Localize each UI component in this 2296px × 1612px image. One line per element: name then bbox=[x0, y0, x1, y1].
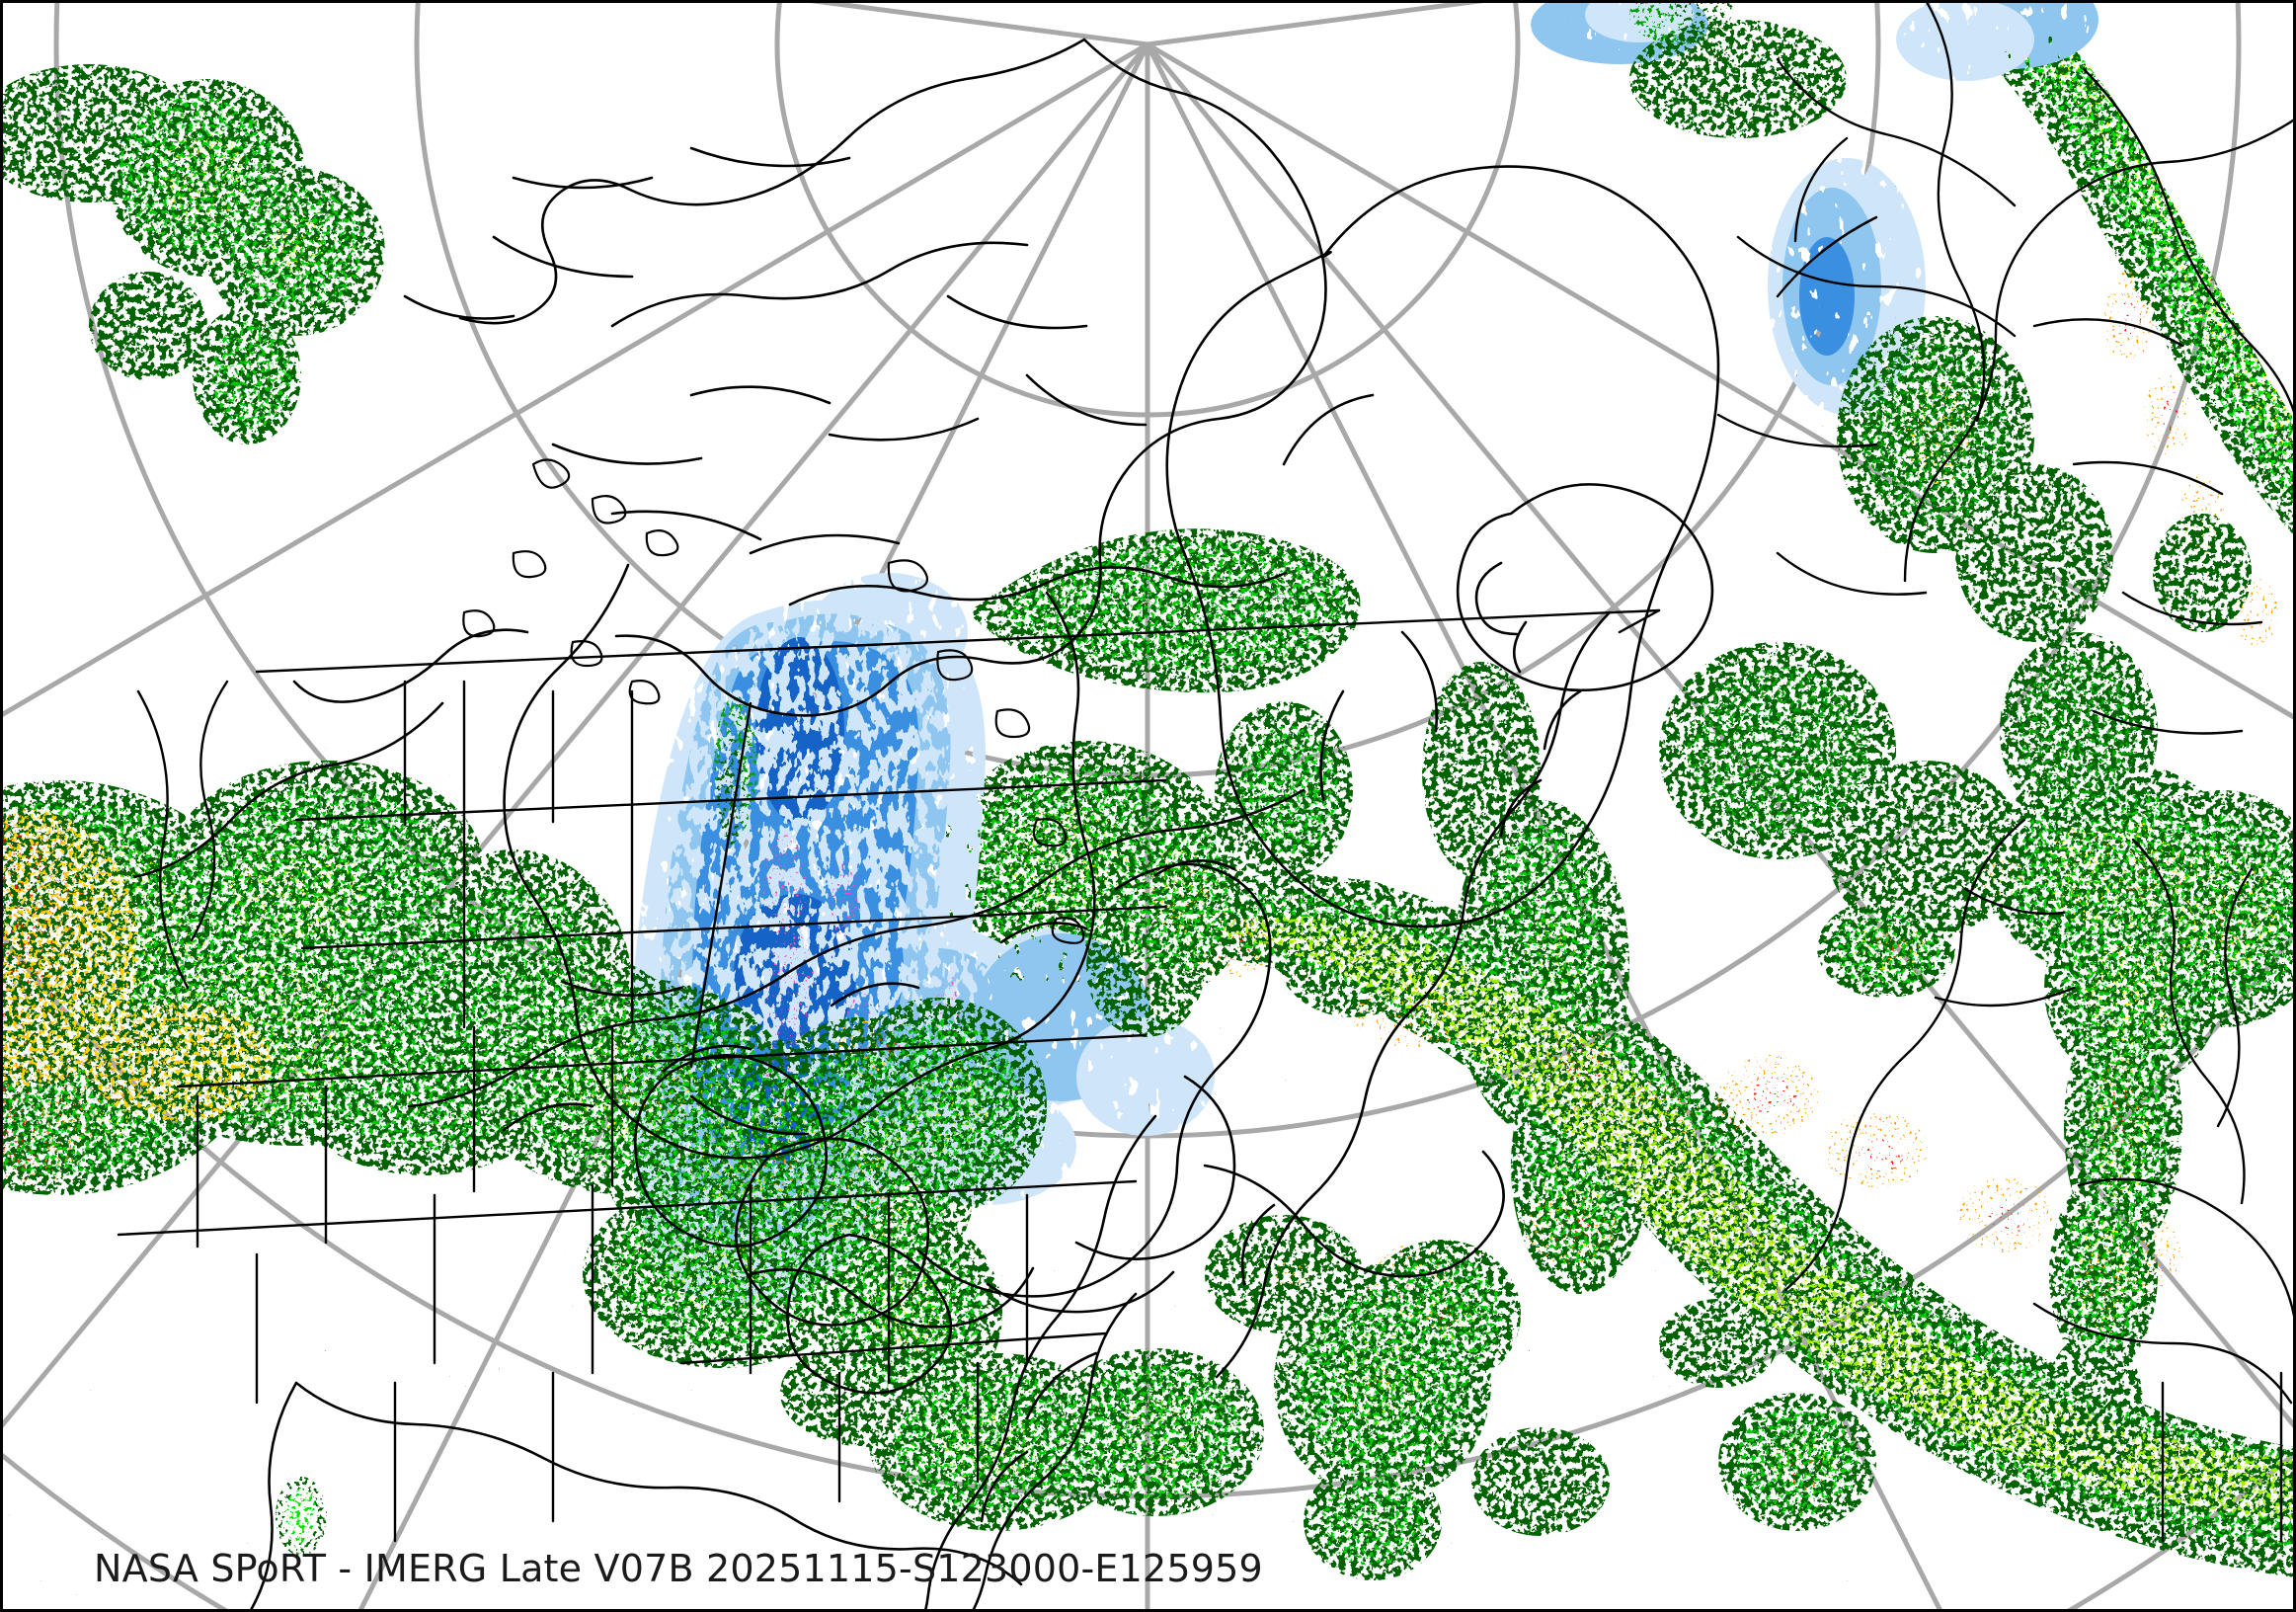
europe-geography bbox=[1716, 0, 2296, 1543]
coastline-arctic-islands bbox=[403, 146, 1148, 555]
coastline-iceland bbox=[1456, 483, 1714, 692]
coastline-great-lakes bbox=[634, 1054, 1175, 1395]
coastline-west-us bbox=[923, 1114, 1157, 1612]
coastline-gulf bbox=[248, 1381, 1023, 1612]
precip-norwegian-band bbox=[1896, 0, 2296, 830]
precip-scandinavia-belt bbox=[1629, 20, 2113, 938]
coastline-alaska bbox=[132, 38, 1327, 879]
precip-maritimes bbox=[988, 1037, 1363, 1363]
coastline-hudson-bay bbox=[503, 563, 1288, 1160]
political-borders bbox=[117, 608, 1661, 1543]
precip-british-isles bbox=[1817, 761, 2296, 1472]
coastline-bc bbox=[1215, 610, 1612, 1379]
geography-layer bbox=[117, 0, 2296, 1612]
coastline-us-east bbox=[971, 1292, 1138, 1612]
precip-aleutian-band bbox=[0, 64, 385, 444]
coastline-labrador bbox=[916, 862, 1505, 1298]
coastline-greenland bbox=[1165, 165, 1720, 928]
arctic-islands-detail bbox=[462, 458, 1085, 944]
precip-left-edge bbox=[0, 1363, 257, 1610]
coastline-aleutians bbox=[407, 788, 1306, 1132]
product-caption: NASA SPoRT - IMERG Late V07B 20251115-S1… bbox=[94, 1547, 1263, 1590]
precip-north-atlantic-front bbox=[1086, 795, 2296, 1578]
